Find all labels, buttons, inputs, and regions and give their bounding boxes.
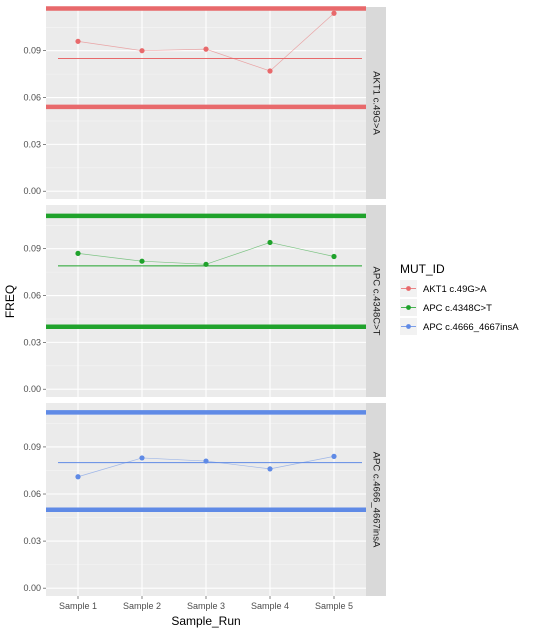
data-point <box>331 253 337 260</box>
y-tick-label: 0.09 <box>23 46 41 56</box>
y-tick-label: 0.03 <box>23 536 41 546</box>
data-point <box>139 455 145 461</box>
facet-strip-label: AKT1 c.49G>A <box>370 71 381 135</box>
y-tick-label: 0.06 <box>23 291 41 301</box>
facet-strip <box>366 205 386 397</box>
y-tick-label: 0.00 <box>23 186 41 196</box>
y-tick-label: 0.09 <box>23 244 41 254</box>
x-axis-title: Sample_Run <box>171 614 240 628</box>
x-tick-label: Sample 2 <box>123 601 161 611</box>
data-point <box>267 239 273 246</box>
legend-label: APC c.4348C>T <box>423 303 492 314</box>
data-point <box>267 68 273 74</box>
x-tick-label: Sample 3 <box>187 601 225 611</box>
legend-label: APC c.4666_4667insA <box>423 322 519 333</box>
y-tick-label: 0.00 <box>23 583 41 593</box>
y-tick-label: 0.06 <box>23 489 41 499</box>
legend-label: AKT1 c.49G>A <box>423 284 487 295</box>
facet-panel-1: 0.00 0.03 0.06 0.09 AKT1 c.49G>A <box>23 6 386 199</box>
data-point <box>75 38 81 44</box>
y-tick-label: 0.09 <box>23 442 41 452</box>
y-tick-label: 0.03 <box>23 337 41 347</box>
data-point <box>267 466 273 472</box>
data-point <box>203 46 209 52</box>
data-point <box>139 258 145 264</box>
data-point <box>139 48 145 54</box>
facet-strip-label: APC c.4348C>T <box>370 267 381 336</box>
data-point <box>203 261 209 267</box>
facet-strip <box>366 7 386 199</box>
legend-key-point <box>406 305 411 310</box>
facet-panel-3: 0.00 0.03 0.06 0.09 APC c.4666_4667insA <box>23 403 386 596</box>
facet-strip <box>366 403 386 596</box>
facet-panel-2: 0.00 0.03 0.06 0.09 APC c.4348C>T <box>23 205 386 397</box>
facet-strip-label: APC c.4666_4667insA <box>370 452 381 548</box>
legend-key-point <box>406 324 411 329</box>
data-point <box>75 474 81 480</box>
data-point <box>203 458 209 464</box>
data-point <box>331 10 337 16</box>
data-point <box>331 453 337 459</box>
x-tick-label: Sample 5 <box>315 601 353 611</box>
legend-key-point <box>406 286 411 291</box>
y-tick-label: 0.03 <box>23 139 41 149</box>
legend-title: MUT_ID <box>400 262 445 276</box>
y-tick-label: 0.06 <box>23 93 41 103</box>
y-axis-title: FREQ <box>3 285 17 318</box>
x-tick-label: Sample 4 <box>251 601 289 611</box>
y-tick-label: 0.00 <box>23 384 41 394</box>
x-tick-label: Sample 1 <box>59 601 97 611</box>
legend: MUT_ID AKT1 c.49G>A APC c.4348C>T APC c.466… <box>400 262 519 335</box>
data-point <box>75 250 81 256</box>
